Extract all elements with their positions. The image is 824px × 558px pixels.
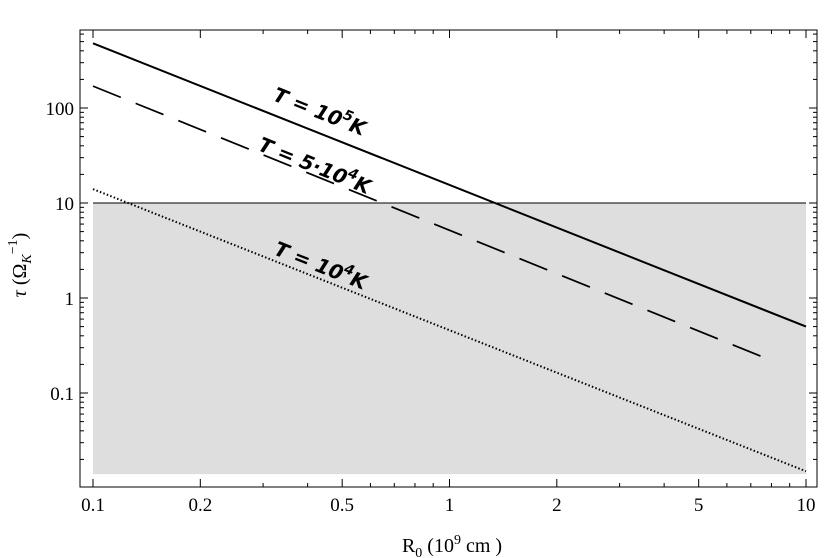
x-tick-label: 5 (694, 495, 704, 516)
y-tick-label: 10 (55, 194, 74, 215)
tick-labels: 0.1 0.2 0.5 1 2 5 10 0.1 1 10 100 (46, 99, 816, 516)
x-tick-label: 1 (445, 495, 455, 516)
series-label: T = 105K (270, 80, 372, 141)
y-tick-label: 0.1 (50, 384, 74, 405)
y-tick-label: 1 (65, 289, 75, 310)
x-tick-label: 0.1 (81, 495, 105, 516)
plot-border (79, 29, 818, 488)
series-line-1 (92, 42, 807, 328)
series-label-group: T = 5·104K (255, 130, 376, 199)
x-tick-label: 10 (797, 495, 816, 516)
x-tick-label: 0.2 (188, 495, 212, 516)
shaded-region-layer (93, 202, 806, 475)
y-axis-title-group: τ (ΩK−1) (6, 233, 35, 298)
y-tick-label: 100 (46, 99, 75, 120)
series-label: T = 5·104K (255, 130, 376, 199)
series-line-2 (92, 85, 772, 362)
series-label-group: T = 105K (270, 80, 372, 141)
plot-frame (79, 29, 818, 488)
y-axis-title: τ (ΩK−1) (6, 233, 35, 298)
x-tick-label: 0.5 (330, 495, 354, 516)
x-axis-title: R0 (109 cm ) (402, 533, 502, 558)
axis-ticks (80, 30, 817, 487)
x-tick-label: 2 (552, 495, 562, 516)
shaded-region (93, 203, 806, 475)
